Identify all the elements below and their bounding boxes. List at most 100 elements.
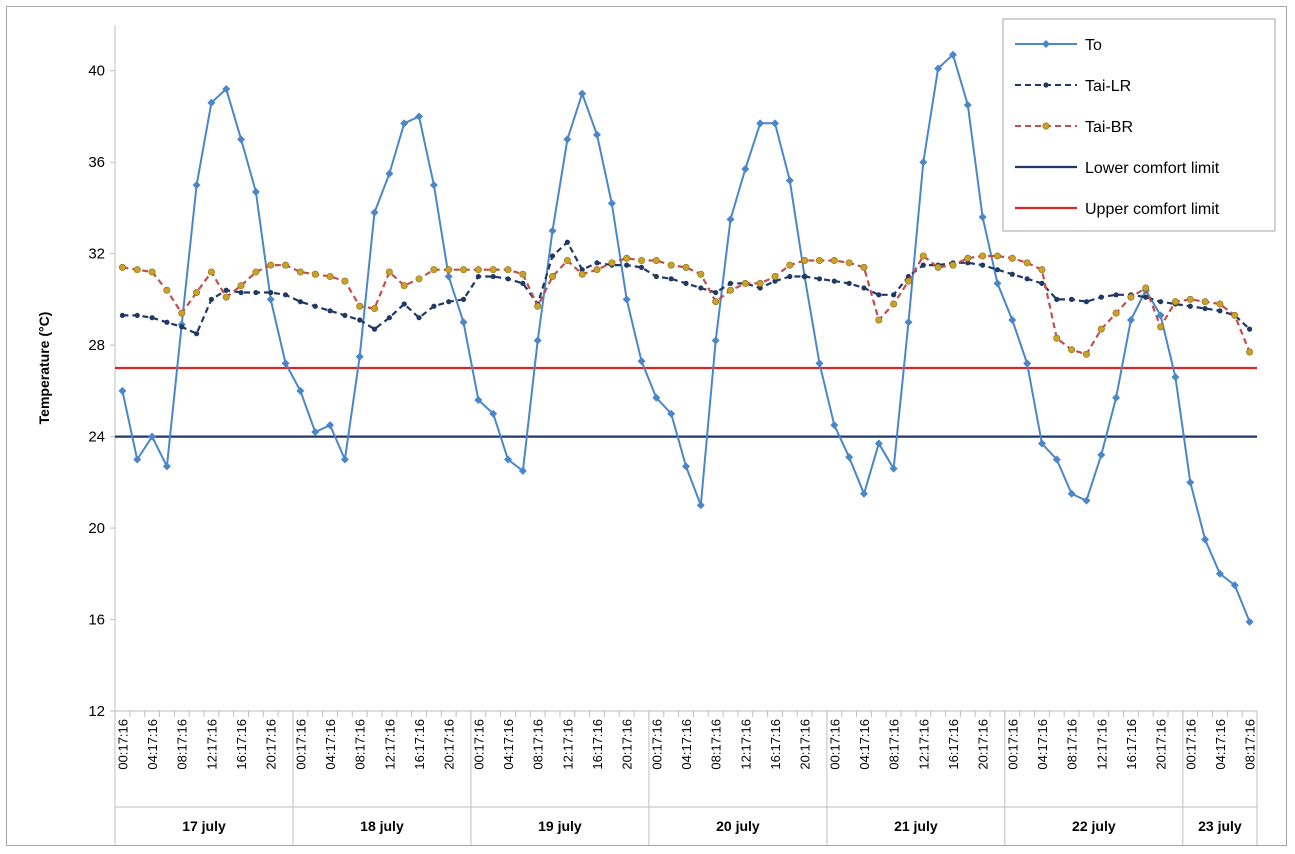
tai-lr-point <box>816 276 823 282</box>
to-point <box>904 318 913 327</box>
y-tick-label: 32 <box>88 246 105 263</box>
tai-br-point <box>489 266 497 274</box>
x-tick-label: 16:17:16 <box>946 719 961 770</box>
tai-lr-point <box>208 296 215 302</box>
x-tick-label: 04:17:16 <box>679 719 694 770</box>
tai-br-point <box>726 286 734 294</box>
tai-lr-point <box>624 262 630 268</box>
tai-lr-point <box>520 280 526 286</box>
to-point <box>533 336 542 345</box>
to-point <box>1201 535 1210 544</box>
tai-lr-point <box>149 315 155 321</box>
tai-lr-point <box>1187 303 1193 309</box>
tai-lr-point <box>253 289 259 296</box>
y-tick-label: 24 <box>88 429 105 446</box>
day-label: 18 july <box>360 818 404 834</box>
x-tick-label: 04:17:16 <box>323 719 338 770</box>
tai-br-point <box>311 270 319 278</box>
tai-lr-point <box>475 273 481 280</box>
to-point <box>474 396 483 405</box>
tai-lr-point <box>653 273 659 280</box>
y-tick-label: 40 <box>88 63 105 80</box>
x-tick-label: 00:17:16 <box>471 719 486 770</box>
tai-lr-point <box>268 289 274 296</box>
x-tick-label: 20:17:16 <box>1154 719 1169 770</box>
tai-br-point <box>385 268 393 276</box>
tai-br-point <box>282 261 290 269</box>
x-tick-label: 16:17:16 <box>768 719 783 770</box>
tai-lr-point <box>802 273 808 280</box>
to-point <box>637 357 646 366</box>
to-point <box>874 439 883 448</box>
x-tick-label: 00:17:16 <box>1005 719 1020 770</box>
legend-label-tai-lr: Tai-LR <box>1085 78 1131 95</box>
x-tick-label: 12:17:16 <box>204 719 219 770</box>
to-point <box>711 336 720 345</box>
tai-br-point <box>504 266 512 274</box>
to-point <box>1097 450 1106 459</box>
legend-label-lower-comfort-limit: Lower comfort limit <box>1085 160 1220 177</box>
tai-lr-point <box>297 299 303 305</box>
tai-br-point <box>993 252 1001 260</box>
tai-lr-point <box>342 312 348 319</box>
tai-br-point <box>697 270 705 278</box>
temperature-line-chart: 12 16 20 24 28 32 36 40 Temperature (°C) 00:17:16… <box>36 18 1276 845</box>
to-point <box>815 359 824 368</box>
tai-br-point <box>1112 309 1120 317</box>
tai-lr-point <box>238 289 244 296</box>
tai-br-point <box>1186 295 1194 303</box>
tai-lr-point <box>446 299 452 305</box>
tai-br-point <box>608 259 616 267</box>
x-tick-label: 20:17:16 <box>976 719 991 770</box>
tai-br-point <box>148 268 156 276</box>
tai-br-point <box>815 257 823 265</box>
tai-br-point <box>860 263 868 271</box>
tai-lr-point <box>312 303 318 309</box>
x-tick-label: 00:17:16 <box>115 719 130 770</box>
tai-lr-point <box>727 280 734 286</box>
to-point <box>296 386 305 395</box>
x-tick-label: 08:17:16 <box>353 719 368 770</box>
to-point <box>978 213 987 222</box>
tai-lr-point <box>549 253 556 259</box>
to-point <box>504 455 513 464</box>
tai-br-point <box>741 279 749 287</box>
tai-br-point <box>400 282 408 290</box>
tai-lr-point <box>282 292 289 298</box>
to-point <box>919 158 928 167</box>
y-tick-label: 12 <box>88 703 105 720</box>
to-point <box>741 165 750 174</box>
tai-lr-series-line <box>122 240 1251 336</box>
to-point <box>785 176 794 185</box>
tai-br-point <box>682 263 690 271</box>
to-point <box>845 453 854 462</box>
tai-lr-point <box>1069 296 1075 302</box>
x-tick-label: 12:17:16 <box>916 719 931 770</box>
tai-lr-point <box>846 280 852 286</box>
to-point <box>1067 489 1076 498</box>
tai-br-point <box>371 305 379 313</box>
tai-lr-point <box>994 267 1001 273</box>
tai-br-point <box>252 268 260 276</box>
y-tick-label: 28 <box>88 337 105 354</box>
tai-lr-point <box>876 292 882 298</box>
tai-br-point <box>979 252 987 260</box>
to-point <box>489 409 498 418</box>
to-point <box>1082 496 1091 505</box>
tai-br-point <box>1157 323 1165 331</box>
tai-lr-point <box>1009 271 1015 277</box>
tai-br-point <box>890 300 898 308</box>
to-point <box>830 421 839 430</box>
tai-lr-point <box>460 296 467 302</box>
tai-br-point <box>1201 298 1209 306</box>
to-point <box>1112 393 1121 402</box>
tai-lr-point <box>401 301 407 307</box>
tai-br-point <box>578 270 586 278</box>
to-point <box>1037 439 1046 448</box>
tai-lr-point <box>505 276 511 282</box>
tai-lr-point <box>119 312 126 319</box>
to-point <box>237 135 246 144</box>
to-point <box>607 199 616 208</box>
to-point <box>682 462 690 471</box>
to-point <box>340 455 349 464</box>
